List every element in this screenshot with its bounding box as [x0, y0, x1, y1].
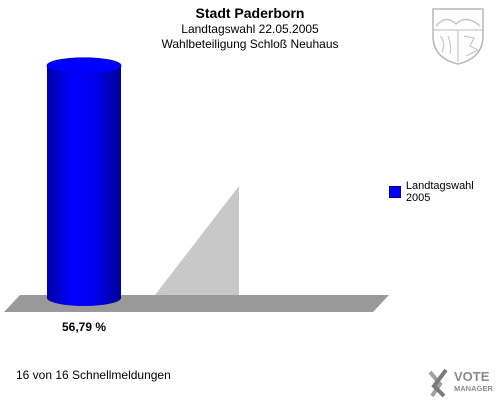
legend-swatch: [389, 186, 401, 198]
coat-of-arms-icon: [432, 8, 484, 65]
logo-text-manager: MANAGER: [454, 384, 493, 393]
footer-status: 16 von 16 Schnellmeldungen: [16, 368, 171, 382]
bar-group: 56,79 %: [46, 57, 122, 334]
logo-text-vote: VOTE: [454, 369, 490, 384]
chart-subtitle-election: Landtagswahl 22.05.2005: [181, 22, 319, 36]
chart-wall-shadow: [155, 186, 239, 295]
logo-mark-icon: [428, 368, 448, 398]
bar-cylinder-body: [47, 65, 121, 306]
legend: Landtagswahl 2005: [389, 180, 500, 204]
bar-value-label: 56,79 %: [62, 320, 106, 334]
chart-subtitle-district: Wahlbeteiligung Schloß Neuhaus: [161, 37, 339, 51]
chart-title: Stadt Paderborn: [195, 5, 305, 21]
vote-manager-logo: VOTE MANAGER: [428, 368, 493, 398]
legend-label: Landtagswahl 2005: [405, 180, 474, 204]
bar-cylinder-top: [46, 57, 122, 75]
